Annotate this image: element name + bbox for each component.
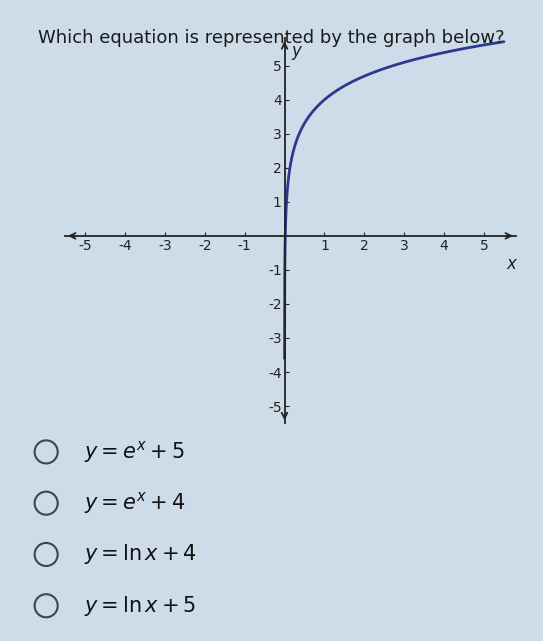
- Text: Which equation is represented by the graph below?: Which equation is represented by the gra…: [38, 29, 505, 47]
- Text: y: y: [292, 42, 301, 60]
- Text: $y=e^x+5$: $y=e^x+5$: [84, 439, 185, 465]
- Text: $y=\ln x+4$: $y=\ln x+4$: [84, 542, 197, 567]
- Text: x: x: [507, 254, 517, 272]
- Text: $y=e^x+4$: $y=e^x+4$: [84, 490, 186, 516]
- Text: $y=\ln x+5$: $y=\ln x+5$: [84, 594, 197, 618]
